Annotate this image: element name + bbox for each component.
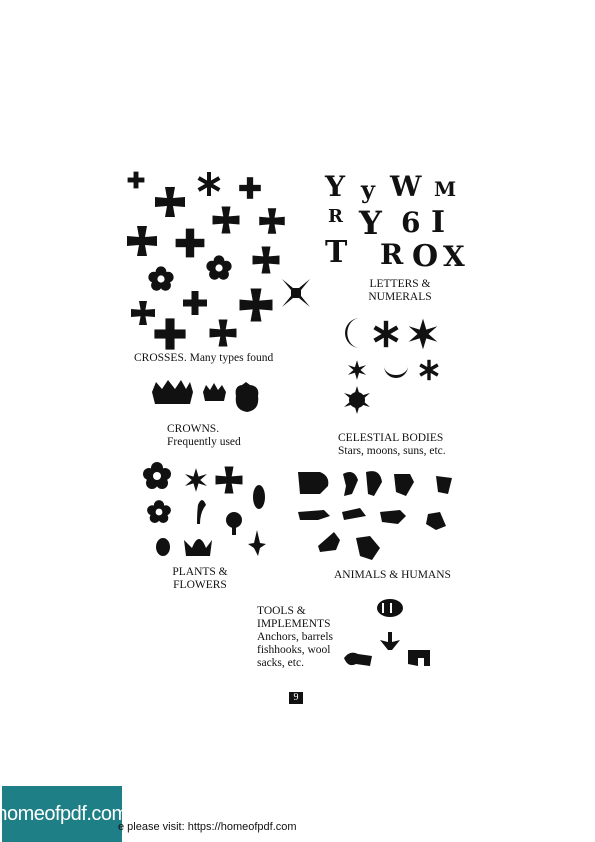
letter-mark: Y <box>358 204 383 242</box>
page-number: 9 <box>289 692 303 704</box>
letter-mark: T <box>325 235 348 270</box>
letter-mark: O <box>412 239 438 274</box>
caption-letters: LETTERS & NUMERALS <box>368 278 432 303</box>
crosses-group <box>127 171 310 350</box>
letter-mark: I <box>431 205 445 240</box>
letter-mark: R <box>328 206 344 227</box>
plants-group <box>143 462 266 556</box>
letter-mark: 6 <box>401 206 420 239</box>
letter-mark: Y <box>324 170 346 203</box>
site-logo[interactable]: homeofpdf.com <box>0 786 128 842</box>
caption-tools: TOOLS & IMPLEMENTS Anchors, barrels fish… <box>257 605 334 669</box>
letter-mark: y <box>360 175 376 204</box>
celestial-group <box>344 318 439 414</box>
tools-group <box>344 599 430 666</box>
animals-group <box>298 471 452 560</box>
letter-mark: R <box>380 238 404 271</box>
letters-group: Y y W M R Y 6 I T R O X <box>324 170 465 274</box>
caption-plants: PLANTS & FLOWERS <box>172 566 228 591</box>
caption-crosses: CROSSES. Many types found <box>134 352 274 364</box>
letter-mark: M <box>434 177 456 201</box>
caption-animals: ANIMALS & HUMANS <box>334 569 451 581</box>
caption-celestial: CELESTIAL BODIES Stars, moons, suns, etc… <box>338 432 446 457</box>
crowns-group <box>152 380 259 412</box>
footer-visit-text: e please visit: https://homeofpdf.com <box>118 821 297 833</box>
caption-crowns: CROWNS. Frequently used <box>167 423 241 448</box>
letter-mark: W <box>389 170 422 203</box>
letter-mark: X <box>443 240 465 273</box>
